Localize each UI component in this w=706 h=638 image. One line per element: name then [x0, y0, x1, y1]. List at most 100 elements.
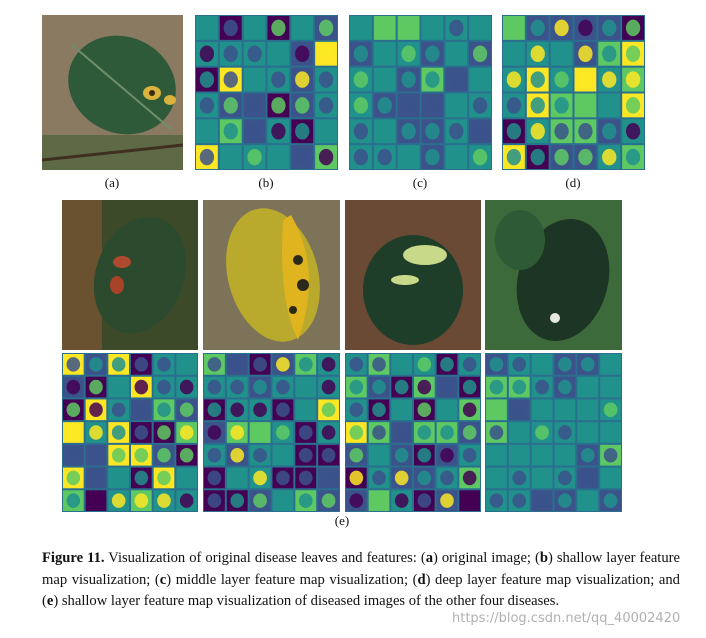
- feature-cell: [111, 447, 126, 463]
- feature-cell: [271, 148, 286, 166]
- caption-run: ) deep layer feature map visualization; …: [42, 571, 680, 610]
- feature-cell: [349, 357, 364, 372]
- feature-cell: [179, 379, 194, 395]
- feature-cell: [230, 493, 245, 508]
- feature-cell: [472, 148, 488, 166]
- feature-cell: [223, 148, 238, 166]
- feature-cell: [530, 122, 545, 140]
- feature-cell: [230, 402, 245, 418]
- feature-cell: [558, 379, 572, 395]
- feature-cell: [295, 71, 310, 88]
- feature-cell: [276, 402, 290, 418]
- feature-cell: [602, 71, 617, 88]
- feature-cell: [489, 447, 504, 463]
- feature-cell: [179, 425, 194, 440]
- feature-cell: [199, 122, 215, 140]
- feature-cell: [401, 71, 416, 88]
- feature-cell: [530, 97, 545, 114]
- feature-cell: [298, 402, 313, 418]
- feature-cell: [440, 402, 454, 418]
- feature-cell: [372, 470, 386, 486]
- feature-cell: [472, 45, 488, 63]
- feature-cell: [394, 493, 409, 508]
- feature-cell: [578, 97, 593, 114]
- feature-cell: [353, 71, 369, 88]
- feature-cell: [318, 148, 334, 166]
- feature-cell: [349, 379, 364, 395]
- feature-cell: [321, 402, 336, 418]
- feature-cell: [271, 97, 286, 114]
- panel-label: (e): [334, 513, 350, 528]
- feature-cell: [558, 402, 572, 418]
- feature-cell: [602, 122, 617, 140]
- feature-cell: [554, 71, 569, 88]
- feature-cell: [66, 493, 81, 508]
- caption-run: Figure 11.: [42, 550, 105, 566]
- feature-cell: [440, 357, 454, 372]
- feature-cell: [207, 447, 222, 463]
- feature-cell: [578, 122, 593, 140]
- feature-cell: [512, 470, 527, 486]
- feature-cell: [417, 425, 432, 440]
- feature-cell: [253, 379, 267, 395]
- feature-cell: [417, 379, 432, 395]
- feature-cell: [602, 19, 617, 37]
- feature-cell: [349, 470, 364, 486]
- feature-cell: [580, 425, 595, 440]
- feature-cell: [462, 379, 477, 395]
- feature-cell: [89, 470, 103, 486]
- feature-cell: [472, 122, 488, 140]
- feature-cell: [535, 357, 549, 372]
- feature-cell: [512, 425, 527, 440]
- feature-cell: [372, 379, 386, 395]
- feature-cell: [625, 19, 641, 37]
- feature-cell: [223, 19, 238, 37]
- feature-cell: [157, 425, 171, 440]
- feature-cell: [578, 45, 593, 63]
- feature-map: [349, 15, 492, 170]
- feature-map: [485, 353, 622, 512]
- feature-cell: [394, 402, 409, 418]
- feature-cell: [603, 447, 618, 463]
- feature-cell: [349, 15, 492, 170]
- feature-cell: [349, 493, 364, 508]
- feature-cell: [506, 97, 522, 114]
- feature-cell: [554, 97, 569, 114]
- caption-run: Visualization of original disease leaves…: [104, 550, 426, 566]
- feature-cell: [157, 379, 171, 395]
- feature-cell: [349, 425, 364, 440]
- caption-run: ) shallow layer feature map visualizatio…: [42, 550, 680, 588]
- feature-cell: [134, 379, 149, 395]
- feature-cell: [298, 425, 313, 440]
- feature-cell: [578, 148, 593, 166]
- feature-cell: [512, 402, 527, 418]
- feature-cell: [230, 379, 245, 395]
- figure-caption: Figure 11. Visualization of original dis…: [42, 548, 680, 613]
- caption-run: ) shallow layer feature map visualizatio…: [53, 593, 560, 610]
- feature-cell: [223, 71, 238, 88]
- feature-cell: [580, 447, 595, 463]
- feature-cell: [602, 148, 617, 166]
- caption-run: e: [46, 593, 54, 610]
- feature-cell: [253, 493, 267, 508]
- feature-cell: [134, 493, 149, 508]
- feature-cell: [271, 45, 286, 63]
- feature-cell: [401, 19, 416, 37]
- caption-run: a: [425, 550, 433, 566]
- feature-cell: [603, 470, 618, 486]
- feature-cell: [377, 45, 392, 63]
- feature-cell: [223, 45, 238, 63]
- feature-cell: [440, 447, 454, 463]
- feature-cell: [318, 19, 334, 37]
- feature-cell: [207, 493, 222, 508]
- feature-cell: [353, 148, 369, 166]
- feature-cell: [625, 148, 641, 166]
- feature-cell: [195, 15, 338, 170]
- caption-run: b: [539, 550, 548, 566]
- feature-map: [62, 353, 198, 512]
- feature-cell: [203, 353, 340, 512]
- feature-cell: [318, 97, 334, 114]
- feature-cell: [602, 45, 617, 63]
- feature-cell: [321, 379, 336, 395]
- caption-run: ) middle layer feature map visualization…: [166, 571, 418, 588]
